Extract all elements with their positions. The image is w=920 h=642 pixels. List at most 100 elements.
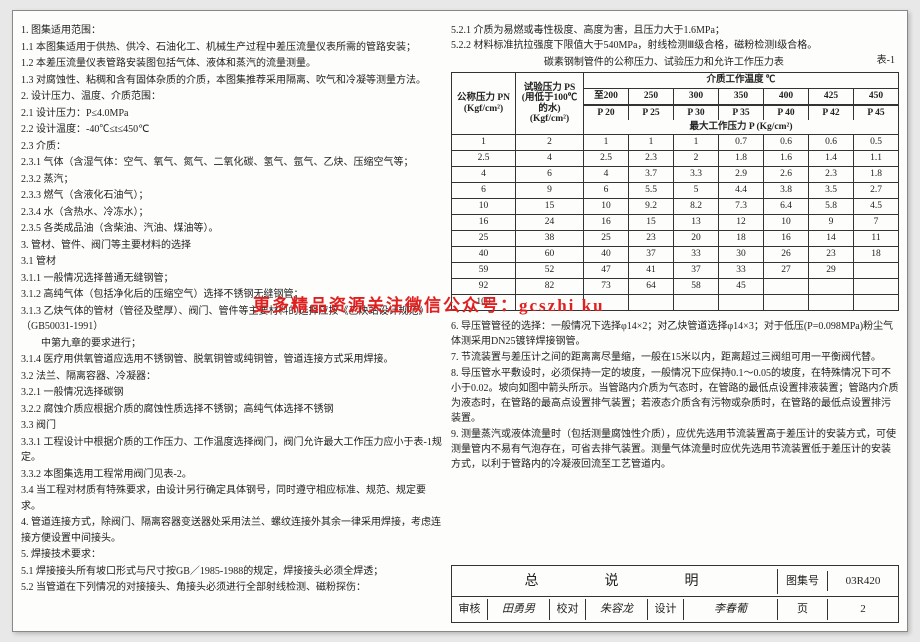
th-t5: 425 [809, 89, 854, 105]
table-cell: 23 [809, 247, 854, 263]
table-cell: 1 [452, 135, 516, 151]
table-cell: 58 [674, 279, 719, 295]
title-block: 总 说 明 图集号 03R420 审核 田勇男 校对 朱容龙 设计 李春葡 页 … [451, 565, 899, 623]
table-cell: 15 [629, 215, 674, 231]
table-cell: 0.6 [764, 135, 809, 151]
table-cell: 6.4 [764, 199, 809, 215]
l30: 5.1 焊接接头所有坡口形式与尺寸按GB／1985-1988的规定，焊接接头必须… [21, 564, 445, 580]
l16: 3.1.1 一般情况选择普通无缝钢管； [21, 271, 445, 287]
left-column: 1. 图集适用范围： 1.1 本图集适用于供热、供冷、石油化工、机械生产过程中差… [21, 23, 451, 623]
page-label: 页 [778, 599, 828, 620]
l4: 1.3 对腐蚀性、粘稠和含有固体杂质的介质，本图集推荐采用隔离、吹气和冷凝等测量… [21, 73, 445, 89]
l11: 2.3.3 燃气（含液化石油气）； [21, 188, 445, 204]
table-row: 100 [452, 295, 899, 311]
l18: 3.1.3 乙炔气体的管材（管径及壁厚）、阀门、管件等主要材料的选择应按《乙炔站… [21, 304, 445, 335]
table-cell: 2.5 [452, 151, 516, 167]
note8: 8. 导压管水平敷设时，必须保持一定的坡度，一般情况下应保持0.1～0.05的坡… [451, 366, 899, 426]
table-cell: 30 [719, 247, 764, 263]
l3: 1.2 本差压流量仪表管路安装图包括气体、液体和蒸汽的流量测量。 [21, 56, 445, 72]
table-tag: 表-1 [877, 53, 895, 68]
table-cell: 47 [584, 263, 629, 279]
note7: 7. 节流装置与差压计之间的距离离尽量缩，一般在15米以内，距离超过三阀组可用一… [451, 350, 899, 365]
table-cell: 4.5 [854, 199, 899, 215]
table-cell: 2.9 [719, 167, 764, 183]
table-row: 4643.73.32.92.62.31.8 [452, 167, 899, 183]
l31: 5.2 当管道在下列情况的对接接头、角接头必须进行全部射线检测、磁粉探伤： [21, 580, 445, 596]
table-row: 121110.70.60.60.5 [452, 135, 899, 151]
l14: 3. 管材、管件、阀门等主要材料的选择 [21, 238, 445, 254]
r1: 5.2.1 介质为易燃或毒性极度、高度为害，且压力大于1.6MPa； [451, 23, 899, 38]
审核-sig: 田勇男 [488, 599, 550, 620]
table-cell: 24 [516, 215, 584, 231]
table-cell: 52 [516, 263, 584, 279]
table-cell [764, 279, 809, 295]
table-cell: 3.3 [674, 167, 719, 183]
table-cell: 37 [674, 263, 719, 279]
table-cell: 37 [629, 247, 674, 263]
table-cell [516, 295, 584, 311]
page-no: 2 [828, 599, 898, 620]
table-cell [764, 295, 809, 311]
table-cell: 92 [452, 279, 516, 295]
table-cell: 7.3 [719, 199, 764, 215]
table-row: 公称压力 PN (Kgf/cm²) 试验压力 PS (用低于100℃的水) (K… [452, 73, 899, 89]
table-cell: 9 [516, 183, 584, 199]
l10: 2.3.2 蒸汽； [21, 172, 445, 188]
table-cell: 82 [516, 279, 584, 295]
table-cell: 33 [674, 247, 719, 263]
pressure-table: 公称压力 PN (Kgf/cm²) 试验压力 PS (用低于100℃的水) (K… [451, 72, 899, 311]
table-cell: 6 [584, 183, 629, 199]
table-cell: 59 [452, 263, 516, 279]
right-column: 5.2.1 介质为易燃或毒性极度、高度为害，且压力大于1.6MPa； 5.2.2… [451, 23, 899, 623]
table-cell: 3.5 [809, 183, 854, 199]
校对-label: 校对 [550, 599, 586, 620]
table-cell [854, 279, 899, 295]
table-cell: 5.5 [629, 183, 674, 199]
table-cell: 26 [764, 247, 809, 263]
l20: 3.1.4 医疗用供氧管道应选用不锈钢管、脱氧铜管或纯铜管，管道连接方式采用焊接… [21, 352, 445, 368]
table-cell: 16 [764, 231, 809, 247]
table-cell: 4 [584, 167, 629, 183]
l5: 2. 设计压力、温度、介质范围： [21, 89, 445, 105]
table-cell: 5 [674, 183, 719, 199]
table-row: 406040373330262318 [452, 247, 899, 263]
table-cell: 100 [452, 295, 516, 311]
table-cell: 2.7 [854, 183, 899, 199]
table-cell: 2.3 [629, 151, 674, 167]
l1: 1. 图集适用范围： [21, 23, 445, 39]
table-cell: 4 [516, 151, 584, 167]
table-cell: 2.3 [809, 167, 854, 183]
l26: 3.3.2 本图集选用工程常用阀门见表-2。 [21, 467, 445, 483]
table-cell: 2.5 [584, 151, 629, 167]
l13: 2.3.5 各类成品油（含柴油、汽油、煤油等）。 [21, 221, 445, 237]
l19: 中第九章的要求进行； [21, 336, 445, 352]
l22: 3.2.1 一般情况选择碳钢 [21, 385, 445, 401]
table-cell: 12 [719, 215, 764, 231]
table-cell: 1 [629, 135, 674, 151]
table-cell: 16 [452, 215, 516, 231]
set-no: 03R420 [828, 571, 898, 592]
l25: 3.3.1 工程设计中根据介质的工作压力、工作温度选择阀门，阀门允许最大工作压力… [21, 435, 445, 466]
doc-title: 总 说 明 [452, 569, 778, 594]
table-cell: 16 [584, 215, 629, 231]
table-row: 2.542.52.321.81.61.41.1 [452, 151, 899, 167]
table-cell [854, 263, 899, 279]
th-ps: 试验压力 PS (用低于100℃的水) (Kgf/cm²) [516, 73, 584, 135]
table-cell [584, 295, 629, 311]
table-cell: 2 [516, 135, 584, 151]
th-pn: 公称压力 PN (Kgf/cm²) [452, 73, 516, 135]
table-cell: 29 [809, 263, 854, 279]
notes-block: 6. 导压管管径的选择：一般情况下选择φ14×2；对乙炔管道选择φ14×3；对于… [451, 319, 899, 473]
table-cell: 2.6 [764, 167, 809, 183]
table-cell: 1.8 [719, 151, 764, 167]
table-cell: 33 [719, 263, 764, 279]
l27: 3.4 当工程对材质有特殊要求，由设计另行确定具体钢号，同时遵守相应标准、规范、… [21, 483, 445, 514]
table-cell: 1 [674, 135, 719, 151]
table-cell: 1.4 [809, 151, 854, 167]
table-cell [809, 295, 854, 311]
table-cell: 10 [452, 199, 516, 215]
r2: 5.2.2 材料标准抗拉强度下限值大于540MPa，射线检测Ⅲ级合格，磁粉检测Ⅰ… [451, 38, 899, 53]
l24: 3.3 阀门 [21, 418, 445, 434]
table-cell: 18 [719, 231, 764, 247]
th-t3: 350 [719, 89, 764, 105]
